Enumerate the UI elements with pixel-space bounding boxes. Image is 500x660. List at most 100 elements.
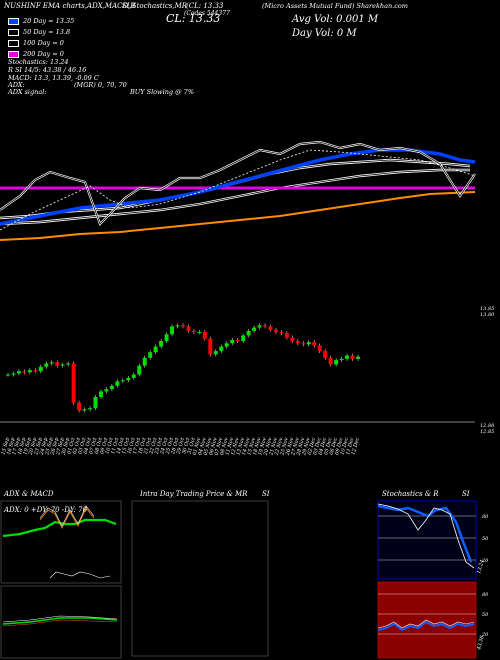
candle-body [301, 343, 306, 345]
date-tick-label: 14 Oct [116, 436, 126, 455]
mgr-readout: (MGR) 0, 70, 70 [74, 81, 127, 89]
date-tick-label: 06 Nov [208, 437, 219, 456]
candle-body [66, 363, 71, 365]
date-tick-label: 22 Oct [148, 436, 159, 456]
header-close: (CL: 13.33 [186, 2, 224, 10]
macd-white-line [2, 615, 118, 623]
intraday-panel-title: Intra Day Trading Price & MR [140, 490, 248, 498]
candle-body [27, 370, 32, 373]
candle-body [98, 391, 103, 397]
candle-body [350, 355, 355, 359]
candle-body [328, 357, 333, 365]
date-tick-label: 02 Dec [307, 437, 317, 456]
candle-body [284, 333, 289, 338]
ema100-swatch [8, 39, 19, 47]
candle-body [279, 332, 284, 334]
date-tick-label: 16 Oct [127, 436, 137, 455]
rsi-level-80: 80 [482, 592, 489, 598]
candle-body [219, 346, 224, 352]
candle-body [197, 332, 202, 334]
candle-body [82, 409, 87, 411]
stoch-panel-si: SI [462, 490, 470, 498]
date-tick-label: 04 Oct [83, 436, 93, 455]
legend-ema100: 100 Day = 0 [8, 39, 64, 47]
candle-body [334, 360, 339, 365]
date-tick-label: 15 Sep [1, 436, 12, 455]
candle-body [186, 326, 191, 331]
legend-ema20-label: 20 Day = 13.35 [23, 17, 75, 25]
adx-macd-panel: ADX: 0 +DY: 70 -DY: 70 [0, 500, 122, 659]
candle-body [148, 352, 153, 358]
date-tick-label: 10 Dec [340, 437, 350, 456]
date-tick-label: 28 Nov [295, 437, 306, 457]
price-tick-bottom2: 12.85 [480, 429, 494, 435]
date-tick-label: 08 Oct [94, 436, 104, 455]
ema200-swatch [8, 50, 19, 58]
candle-body [44, 363, 49, 367]
date-tick-label: 18 Oct [137, 436, 147, 455]
avg-volume: Avg Vol: 0.001 M [292, 14, 379, 25]
date-tick-label: 01 Nov [192, 437, 203, 456]
date-tick-label: 12 Dec [351, 437, 361, 456]
date-tick-label: 21 Oct [143, 436, 154, 456]
adx-readout: ADX: 0 +DY: 70 -DY: 70 [3, 506, 88, 514]
ema20-line [0, 148, 476, 226]
candle-body [33, 370, 38, 372]
date-tick-label: 22 Nov [274, 437, 285, 457]
candle-body [213, 351, 218, 355]
macd-readout: MACD: 13.3, 13.39, -0.09 C [8, 74, 99, 82]
date-tick-label: 16 Sep [6, 436, 17, 455]
close-price-label: CL: 13.33 [166, 12, 221, 25]
date-tick-label: 28 Oct [170, 436, 181, 456]
candle-body [345, 355, 350, 359]
macd-red-line [2, 619, 118, 627]
candle-body [208, 338, 213, 355]
date-tick-label: 29 Oct [176, 436, 187, 456]
legend-ema50-label: 50 Day = 13.8 [23, 28, 71, 36]
price-line [0, 141, 476, 225]
date-tick-label: 24 Sep [39, 436, 50, 456]
header-code: (Codes 544377 [184, 10, 230, 17]
ema100-line [0, 169, 470, 225]
candle-body [290, 337, 295, 341]
date-tick-label: 11 Oct [110, 436, 120, 455]
candle-body [235, 339, 240, 341]
date-tick-label: 17 Sep [12, 436, 23, 455]
legend-ema100-label: 100 Day = 0 [23, 39, 64, 47]
date-tick-label: 03 Dec [312, 437, 322, 456]
stochastics-rsi-panel: 80 50 20 13.24 80 50 20 43.38 [377, 500, 489, 659]
candle-body [104, 389, 109, 392]
candle-body [312, 342, 317, 346]
adx-frame [0, 500, 122, 584]
adx-signal-label: ADX signal: [8, 88, 47, 96]
date-tick-label: 04 Dec [318, 437, 328, 456]
adx-lower-white [49, 571, 111, 579]
price-tick-bottom1: 12.88 [480, 423, 494, 429]
rsi-level-20: 20 [481, 632, 489, 638]
legend-ema200: 200 Day = 0 [8, 50, 64, 58]
adx-line-label: ADX: [8, 81, 25, 89]
date-tick-label: 03 Oct [77, 436, 87, 455]
stoch-last-value: 13.24 [476, 559, 486, 574]
date-tick-label: 02 Oct [72, 436, 82, 455]
date-tick-label: 18 Sep [17, 436, 28, 455]
candle-body [164, 334, 169, 341]
date-tick-label: 08 Nov [219, 437, 230, 456]
candle-body [55, 362, 60, 366]
rsi-readout: R SI 14/5: 43.38 / 46.16 [8, 66, 87, 74]
legend-ema50: 50 Day = 13.8 [8, 28, 70, 36]
adx-white-line [39, 505, 95, 527]
header-company: (Micro Assets Mutual Fund) Sharekhan.com [262, 2, 408, 10]
candle-body [257, 325, 262, 328]
date-tick-label: 09 Oct [99, 436, 109, 455]
date-tick-label: 05 Nov [203, 437, 214, 456]
candle-body [137, 365, 142, 375]
candle-body [191, 330, 196, 333]
date-tick-label: 20 Nov [263, 437, 274, 457]
date-tick-label: 07 Nov [214, 437, 225, 456]
candle-body [356, 356, 360, 359]
intraday-panel [131, 500, 269, 657]
candle-body [77, 402, 82, 411]
